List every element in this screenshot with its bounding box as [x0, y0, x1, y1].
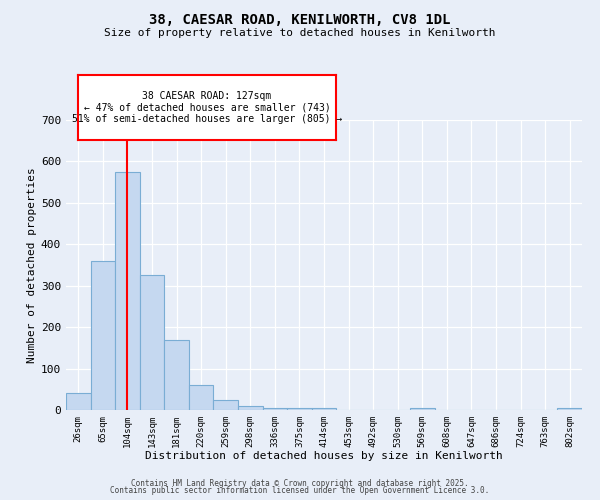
- Text: Size of property relative to detached houses in Kenilworth: Size of property relative to detached ho…: [104, 28, 496, 38]
- Text: Contains public sector information licensed under the Open Government Licence 3.: Contains public sector information licen…: [110, 486, 490, 495]
- Bar: [410, 408, 434, 410]
- Bar: [238, 406, 263, 410]
- Text: 38 CAESAR ROAD: 127sqm
← 47% of detached houses are smaller (743)
51% of semi-de: 38 CAESAR ROAD: 127sqm ← 47% of detached…: [72, 91, 342, 124]
- Bar: [164, 340, 189, 410]
- Bar: [263, 408, 287, 410]
- Bar: [189, 385, 214, 410]
- Y-axis label: Number of detached properties: Number of detached properties: [27, 167, 37, 363]
- Bar: [287, 408, 312, 410]
- Bar: [66, 394, 91, 410]
- Bar: [91, 261, 115, 410]
- Text: 38, CAESAR ROAD, KENILWORTH, CV8 1DL: 38, CAESAR ROAD, KENILWORTH, CV8 1DL: [149, 12, 451, 26]
- Bar: [140, 276, 164, 410]
- X-axis label: Distribution of detached houses by size in Kenilworth: Distribution of detached houses by size …: [145, 452, 503, 462]
- Bar: [214, 400, 238, 410]
- Bar: [557, 408, 582, 410]
- Text: Contains HM Land Registry data © Crown copyright and database right 2025.: Contains HM Land Registry data © Crown c…: [131, 478, 469, 488]
- Bar: [115, 172, 140, 410]
- Bar: [312, 408, 336, 410]
